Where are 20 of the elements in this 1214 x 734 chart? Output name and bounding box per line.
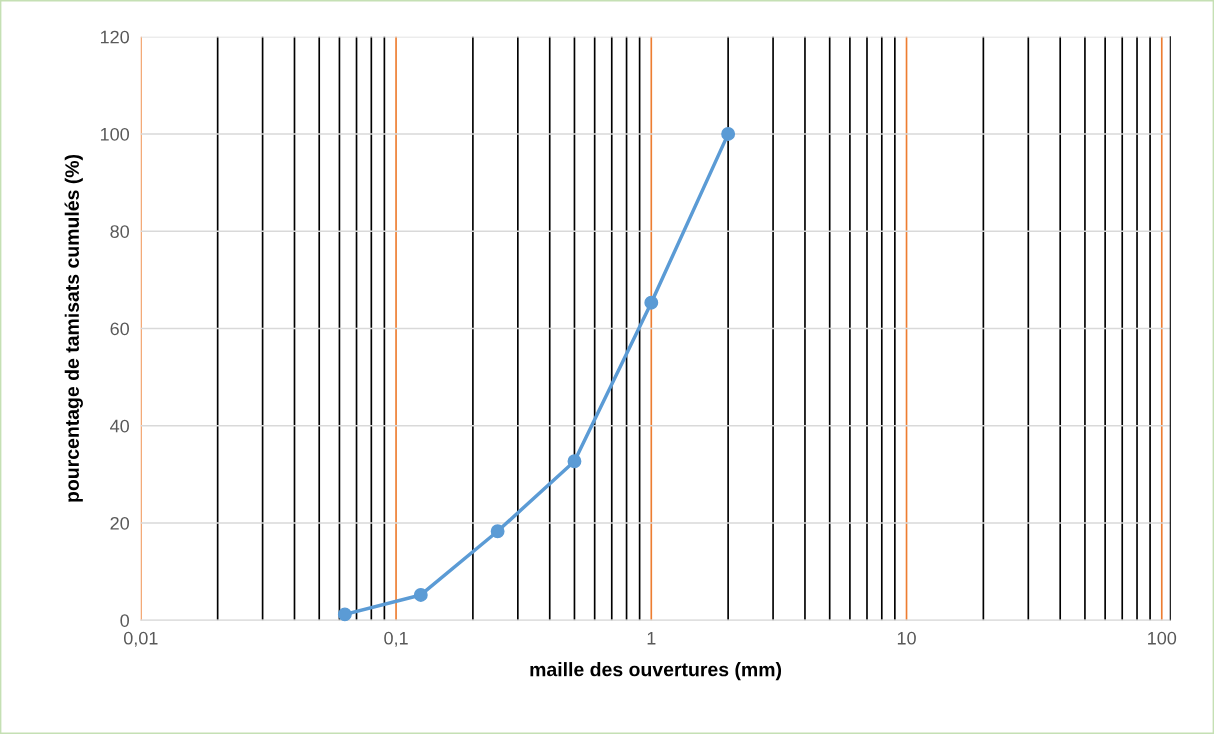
x-tick-label: 0,01 xyxy=(123,631,158,647)
y-tick-label: 120 xyxy=(100,30,130,44)
point xyxy=(337,607,352,622)
y-tick-label: 20 xyxy=(110,516,130,530)
x-tick-label: 1 xyxy=(647,632,656,645)
point xyxy=(490,524,505,539)
point xyxy=(413,587,428,602)
point xyxy=(721,127,736,141)
point xyxy=(567,454,582,469)
x-tick-label: 0,1 xyxy=(384,631,408,647)
y-tick-label: 60 xyxy=(110,322,130,336)
x-tick-label: 100 xyxy=(1148,631,1177,645)
y-tick-label: 0 xyxy=(120,614,130,627)
x-axis-title: maille des ouvertures (mm) xyxy=(530,662,782,681)
y-tick-label: 80 xyxy=(110,225,130,238)
x-tick-label: 10 xyxy=(897,631,916,645)
y-axis-title: pourcentage de tamisats cumulés (%) xyxy=(64,154,83,502)
y-tick-label: 40 xyxy=(110,419,130,433)
point xyxy=(644,295,659,310)
y-tick-label: 100 xyxy=(100,127,130,141)
